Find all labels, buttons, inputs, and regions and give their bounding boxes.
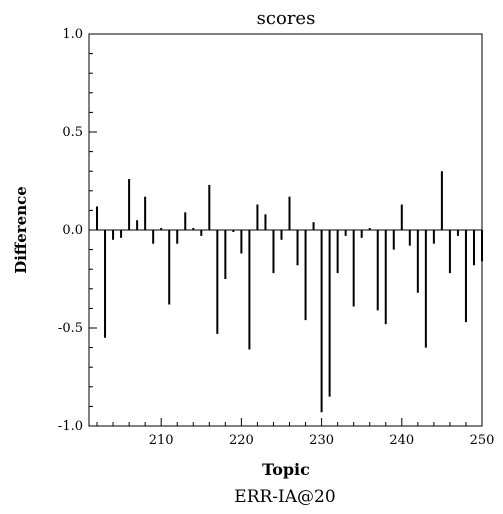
chart-title: scores	[257, 8, 316, 29]
chart-caption: ERR-IA@20	[234, 487, 335, 507]
x-tick-label: 210	[149, 433, 174, 448]
x-tick-label: 230	[309, 433, 334, 448]
y-tick-label: -0.5	[58, 321, 83, 336]
y-tick-label: -1.0	[58, 419, 83, 434]
y-tick-label: 0.5	[62, 125, 83, 140]
y-tick-label: 1.0	[62, 27, 83, 42]
axes-group: -1.0 -0.5 0.0 0.5 1.0 210 220 230 240 250	[58, 27, 494, 448]
bars-group	[96, 171, 483, 413]
y-axis-label: Difference	[12, 186, 30, 274]
x-axis-label: Topic	[262, 460, 310, 479]
x-tick-label: 250	[470, 433, 495, 448]
x-tick-label: 220	[229, 433, 254, 448]
y-tick-label: 0.0	[62, 223, 83, 238]
x-tick-label: 240	[389, 433, 414, 448]
